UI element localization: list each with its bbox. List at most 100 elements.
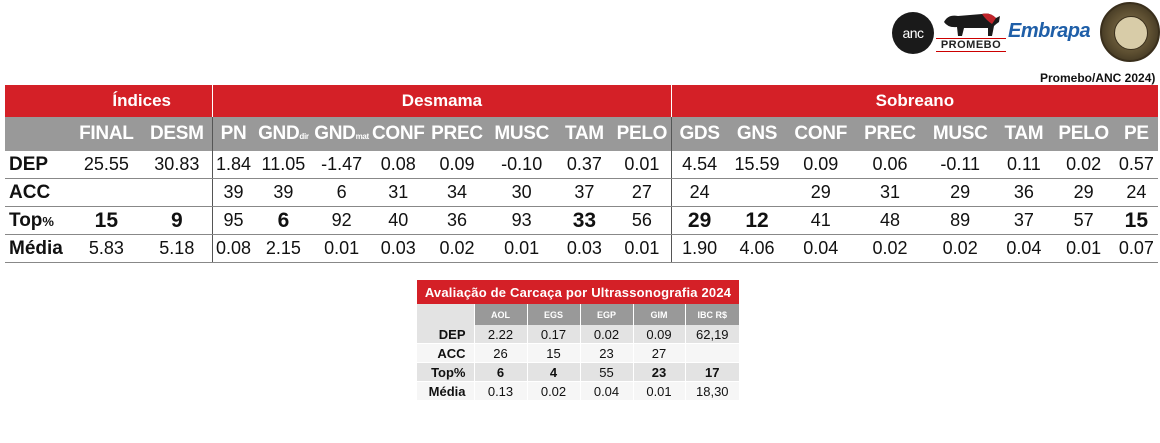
anc-logo: anc — [892, 12, 934, 54]
column-header-pelo: PELO — [612, 117, 672, 151]
table-cell: 6 — [313, 178, 371, 207]
column-label: GNS — [736, 123, 778, 144]
column-header-conf: CONF — [370, 117, 427, 151]
logo-strip: anc PROMEBO Embrapa — [890, 2, 1160, 62]
carcass-cell: 15 — [526, 343, 580, 363]
table-cell: 0.06 — [854, 151, 926, 179]
seal-logo — [1100, 2, 1160, 62]
column-label: GDS — [679, 123, 720, 144]
row-label: ACC — [5, 178, 72, 207]
table-cell: 29 — [925, 178, 996, 207]
carcass-row: Top% 6 4 55 23 17 — [417, 362, 740, 382]
table-cell: 27 — [612, 178, 672, 207]
column-label: PELO — [1058, 123, 1109, 144]
column-header-prec: PREC — [426, 117, 488, 151]
table-cell: -1.47 — [313, 151, 371, 179]
table-cell: 12 — [727, 206, 787, 235]
table-cell: 0.09 — [786, 151, 855, 179]
carcass-column-header: IBC R$ — [684, 304, 740, 325]
table-cell: 0.02 — [426, 234, 488, 263]
carcass-title: Avaliação de Carcaça por Ultrassonografi… — [417, 280, 740, 304]
embrapa-logo: Embrapa — [1008, 20, 1091, 42]
table-cell: 0.08 — [370, 151, 427, 179]
column-label: CONF — [794, 123, 848, 144]
table-cell: 31 — [370, 178, 427, 207]
column-header-gnd-mat: GNDmat — [313, 117, 371, 151]
table-cell: 0.01 — [1052, 234, 1115, 263]
carcass-header-row: AOL EGS EGP GIM IBC R$ — [417, 304, 740, 325]
table-cell: 0.01 — [313, 234, 371, 263]
carcass-table: Avaliação de Carcaça por Ultrassonografi… — [417, 280, 740, 401]
column-label: FINAL — [79, 123, 134, 144]
dep-table: Índices Desmama Sobreano FINAL DESM PN GNDd… — [5, 85, 1158, 263]
column-label: PN — [220, 123, 247, 144]
table-cell: 89 — [925, 206, 996, 235]
table-cell: 15 — [71, 206, 142, 235]
carcass-cell: 6 — [473, 362, 527, 382]
carcass-cell: 0.02 — [526, 381, 580, 401]
table-row: Top% 15 9 95 6 92 40 36 93 33 56 29 12 41 48 89 37 57 15 — [5, 206, 1158, 235]
carcass-row-label: Top% — [417, 362, 474, 382]
table-cell: 0.03 — [370, 234, 427, 263]
table-cell: 0.01 — [612, 151, 672, 179]
column-header-pn: PN — [212, 117, 254, 151]
carcass-title-row: Avaliação de Carcaça por Ultrassonografi… — [417, 280, 740, 304]
table-cell: 0.37 — [555, 151, 613, 179]
table-cell: 0.01 — [487, 234, 556, 263]
column-header-pelo: PELO — [1052, 117, 1115, 151]
table-cell: 1.84 — [212, 151, 254, 179]
table-cell: 36 — [426, 206, 488, 235]
carcass-cell: 62,19 — [684, 325, 740, 344]
table-cell: 93 — [487, 206, 556, 235]
table-cell: 5.18 — [141, 234, 213, 263]
carcass-cell: 4 — [526, 362, 580, 382]
column-header-conf: CONF — [786, 117, 855, 151]
column-label: PREC — [864, 123, 916, 144]
column-header-prec: PREC — [854, 117, 926, 151]
table-cell: 0.04 — [786, 234, 855, 263]
table-cell — [141, 178, 213, 207]
carcass-cell: 23 — [632, 362, 685, 382]
table-cell: 48 — [854, 206, 926, 235]
table-cell — [71, 178, 142, 207]
carcass-cell: 0.13 — [473, 381, 527, 401]
carcass-row: Média 0.13 0.02 0.04 0.01 18,30 — [417, 381, 740, 401]
column-header-desm: DESM — [141, 117, 213, 151]
column-header-pe: PE — [1114, 117, 1158, 151]
group-sobreano: Sobreano — [670, 85, 1158, 117]
table-cell: 0.02 — [925, 234, 996, 263]
carcass-column-header: GIM — [632, 304, 685, 325]
column-label: GND — [258, 123, 300, 144]
table-cell: 11.05 — [253, 151, 313, 179]
source-note: Promebo/ANC 2024) — [1040, 71, 1156, 85]
table-cell: 29 — [1052, 178, 1115, 207]
column-label: CONF — [371, 123, 425, 144]
table-cell: 33 — [555, 206, 613, 235]
table-cell: 0.09 — [426, 151, 488, 179]
column-header-tam: TAM — [555, 117, 613, 151]
carcass-column-header: EGP — [579, 304, 633, 325]
table-cell: 36 — [995, 178, 1053, 207]
carcass-cell: 2.22 — [473, 325, 527, 344]
table-cell: 15 — [1114, 206, 1158, 235]
carcass-row: DEP 2.22 0.17 0.02 0.09 62,19 — [417, 325, 740, 344]
column-label: PELO — [616, 123, 668, 144]
column-header-gds: GDS — [670, 117, 728, 151]
table-cell: 0.02 — [1052, 151, 1115, 179]
table-cell: 0.03 — [555, 234, 613, 263]
table-row: DEP 25.55 30.83 1.84 11.05 -1.47 0.08 0.09 -0.10… — [5, 151, 1158, 179]
table-cell: 56 — [612, 206, 672, 235]
table-cell: 39 — [253, 178, 313, 207]
table-cell: 24 — [1114, 178, 1158, 207]
carcass-column-header: EGS — [526, 304, 580, 325]
row-label-suffix: % — [42, 213, 54, 229]
promebo-logo: PROMEBO — [936, 8, 1006, 58]
carcass-cell: 23 — [579, 343, 633, 363]
table-cell: 0.57 — [1114, 151, 1158, 179]
column-header-gnd-dir: GNDdir — [253, 117, 313, 151]
table-cell: 41 — [786, 206, 855, 235]
table-cell: 30 — [487, 178, 556, 207]
table-cell: 0.01 — [612, 234, 672, 263]
row-label: DEP — [5, 151, 72, 179]
row-label-text: ACC — [9, 181, 51, 203]
